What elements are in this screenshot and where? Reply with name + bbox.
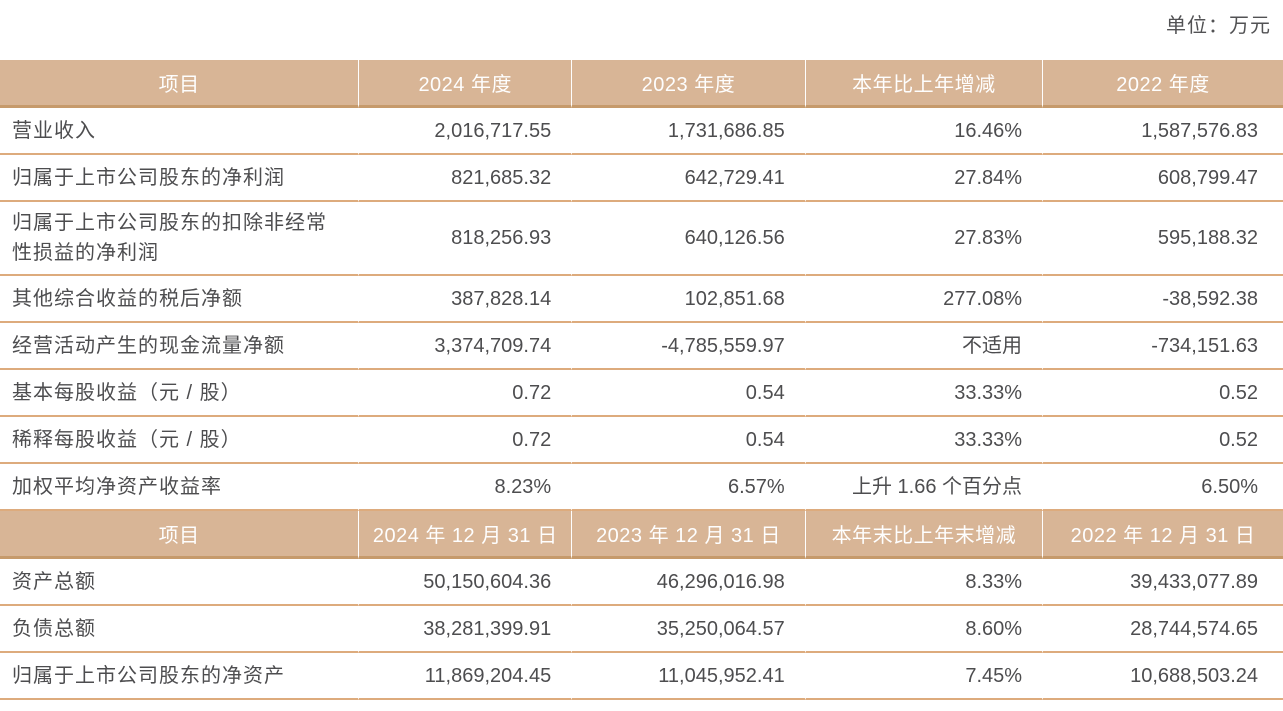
cell-value: 6.50% <box>1043 464 1283 511</box>
row-label: 加权平均净资产收益率 <box>0 464 360 511</box>
cell-value: -4,785,559.97 <box>572 323 806 370</box>
cell-value: -38,592.38 <box>1043 276 1283 323</box>
cell-value: 38,281,399.91 <box>359 606 573 653</box>
balance_table-header-cell: 项目 <box>0 511 360 559</box>
cell-value: -734,151.63 <box>1043 323 1283 370</box>
cell-value: 8.23% <box>359 464 573 511</box>
cell-value: 0.54 <box>572 370 806 417</box>
cell-value: 0.72 <box>359 417 573 464</box>
table-row: 归属于上市公司股东的净资产 11,869,204.45 11,045,952.41 7… <box>0 653 1283 700</box>
row-label: 负债总额 <box>0 606 360 653</box>
cell-value: 11,045,952.41 <box>572 653 806 700</box>
unit-label: 单位：万元 <box>1166 15 1271 37</box>
cell-value: 50,150,604.36 <box>359 559 573 606</box>
table-row: 稀释每股收益（元 / 股） 0.72 0.54 33.33% 0.52 <box>0 417 1283 464</box>
cell-value: 640,126.56 <box>572 202 806 276</box>
table-row: 营业收入 2,016,717.55 1,731,686.85 16.46% 1,587,… <box>0 108 1283 155</box>
table-row: 资产总额 50,150,604.36 46,296,016.98 8.33% 39,43… <box>0 559 1283 606</box>
key-financials-table: 项目 2024 年度 2023 年度 本年比上年增减 2022 年度 营业收入 2,016,… <box>0 60 1283 700</box>
cell-value: 595,188.32 <box>1043 202 1283 276</box>
balance_table-header-cell: 2022 年 12 月 31 日 <box>1043 511 1283 559</box>
annual_table-header-cell: 2023 年度 <box>572 60 806 108</box>
cell-value: 1,587,576.83 <box>1043 108 1283 155</box>
cell-value: 0.52 <box>1043 370 1283 417</box>
cell-value: 33.33% <box>805 417 1044 464</box>
cell-value: 上升 1.66 个百分点 <box>805 464 1044 511</box>
annual_table-header-cell: 2024 年度 <box>359 60 573 108</box>
cell-value: 27.83% <box>805 202 1044 276</box>
cell-value: 0.72 <box>359 370 573 417</box>
cell-value: 102,851.68 <box>572 276 806 323</box>
balance_table-header-row: 项目 2024 年 12 月 31 日 2023 年 12 月 31 日本年末比上年… <box>0 511 1283 559</box>
row-label: 归属于上市公司股东的扣除非经常性损益的净利润 <box>0 202 360 276</box>
annual_table-header-row: 项目 2024 年度 2023 年度 本年比上年增减 2022 年度 <box>0 60 1283 108</box>
cell-value: 608,799.47 <box>1043 155 1283 202</box>
cell-value: 7.45% <box>805 653 1044 700</box>
cell-value: 10,688,503.24 <box>1043 653 1283 700</box>
row-label: 归属于上市公司股东的净利润 <box>0 155 360 202</box>
cell-value: 27.84% <box>805 155 1044 202</box>
balance_table-header-cell: 2024 年 12 月 31 日 <box>359 511 573 559</box>
cell-value: 387,828.14 <box>359 276 573 323</box>
cell-value: 16.46% <box>805 108 1044 155</box>
cell-value: 8.60% <box>805 606 1044 653</box>
table-row: 负债总额 38,281,399.91 35,250,064.57 8.60% 28,74… <box>0 606 1283 653</box>
row-label: 营业收入 <box>0 108 360 155</box>
table-row: 归属于上市公司股东的净利润 821,685.32 642,729.41 27.84% 6… <box>0 155 1283 202</box>
cell-value: 33.33% <box>805 370 1044 417</box>
cell-value: 39,433,077.89 <box>1043 559 1283 606</box>
annual_table-header-cell: 2022 年度 <box>1043 60 1283 108</box>
cell-value: 3,374,709.74 <box>359 323 573 370</box>
cell-value: 277.08% <box>805 276 1044 323</box>
cell-value: 11,869,204.45 <box>359 653 573 700</box>
cell-value: 28,744,574.65 <box>1043 606 1283 653</box>
row-label: 其他综合收益的税后净额 <box>0 276 360 323</box>
cell-value: 2,016,717.55 <box>359 108 573 155</box>
cell-value: 818,256.93 <box>359 202 573 276</box>
cell-value: 46,296,016.98 <box>572 559 806 606</box>
cell-value: 8.33% <box>805 559 1044 606</box>
balance_table-header-cell: 本年末比上年末增减 <box>805 511 1044 559</box>
cell-value: 不适用 <box>805 323 1044 370</box>
row-label: 稀释每股收益（元 / 股） <box>0 417 360 464</box>
table-row: 其他综合收益的税后净额 387,828.14 102,851.68 277.08% -3… <box>0 276 1283 323</box>
table-row: 经营活动产生的现金流量净额 3,374,709.74 -4,785,559.97 不适… <box>0 323 1283 370</box>
cell-value: 35,250,064.57 <box>572 606 806 653</box>
row-label: 经营活动产生的现金流量净额 <box>0 323 360 370</box>
cell-value: 1,731,686.85 <box>572 108 806 155</box>
annual_table-header-cell: 本年比上年增减 <box>805 60 1044 108</box>
table-row: 加权平均净资产收益率 8.23% 6.57% 上升 1.66 个百分点 6.50% <box>0 464 1283 511</box>
row-label: 归属于上市公司股东的净资产 <box>0 653 360 700</box>
cell-value: 821,685.32 <box>359 155 573 202</box>
cell-value: 0.54 <box>572 417 806 464</box>
balance_table-header-cell: 2023 年 12 月 31 日 <box>572 511 806 559</box>
cell-value: 0.52 <box>1043 417 1283 464</box>
cell-value: 642,729.41 <box>572 155 806 202</box>
cell-value: 6.57% <box>572 464 806 511</box>
row-label: 基本每股收益（元 / 股） <box>0 370 360 417</box>
row-label: 资产总额 <box>0 559 360 606</box>
annual_table-header-cell: 项目 <box>0 60 360 108</box>
table-row: 基本每股收益（元 / 股） 0.72 0.54 33.33% 0.52 <box>0 370 1283 417</box>
table-row: 归属于上市公司股东的扣除非经常性损益的净利润 818,256.93 640,126.… <box>0 202 1283 276</box>
